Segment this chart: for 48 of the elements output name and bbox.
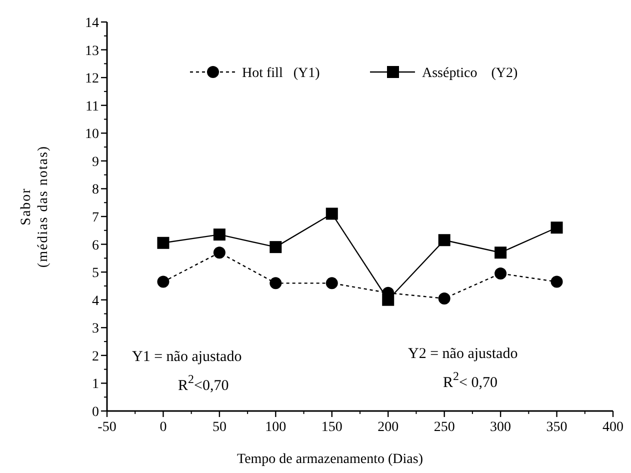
y-tick-label: 10 [85,127,99,142]
x-tick-label: 250 [434,420,455,435]
x-axis-title: Tempo de armazenamento (Dias) [237,452,424,467]
point [270,277,282,290]
y-tick-label: 0 [92,405,99,420]
y-tick-label: 13 [85,44,99,59]
y-tick-label: 9 [92,154,99,170]
annotation: R$^{2}$<0,70 [178,372,229,394]
x-tick-label: 350 [546,420,568,435]
x-tick-label: 300 [490,420,512,435]
point [326,208,338,220]
x-tick-label: 100 [265,420,286,435]
point [438,234,450,246]
x-tick-label: 200 [378,420,399,435]
point [550,222,563,234]
y-tick-label: 12 [85,72,99,87]
x-tick-label: 150 [321,420,342,435]
x-tick-label: 50 [212,420,226,435]
point [157,276,170,288]
point [550,276,563,288]
point [494,246,507,259]
y-tick-label: 5 [92,266,99,282]
annotation: Y2 = não ajustado [408,346,518,362]
legend-label: Asséptico (Y2) [422,66,518,81]
y-tick-label: 8 [92,182,99,198]
y-tick-label: 6 [92,238,99,254]
y-tick-label: 4 [92,294,99,309]
y-tick-label: 11 [86,99,99,114]
legend-label: Hot fill (Y1) [242,66,320,81]
annotation: Y1 = não ajustado [132,349,242,365]
point [157,236,170,249]
point [270,241,282,254]
y-tick-label: 2 [92,349,99,364]
y-tick-label: 7 [92,210,99,226]
point [382,294,394,306]
y-tick-label: 3 [92,322,99,337]
annotation: R$^{2}$< 0,70 [443,369,498,391]
point [326,277,338,290]
x-tick-label: 400 [602,420,624,435]
point [438,292,450,304]
y-tick-label: 1 [92,377,99,392]
y-tick-label: 14 [85,16,99,31]
point [494,267,507,280]
x-tick-label: -50 [98,420,116,435]
point [213,246,226,259]
x-tick-label: 0 [160,420,167,435]
point [213,228,226,241]
y-axis-title: Sabor (médias das notas) [19,145,51,268]
